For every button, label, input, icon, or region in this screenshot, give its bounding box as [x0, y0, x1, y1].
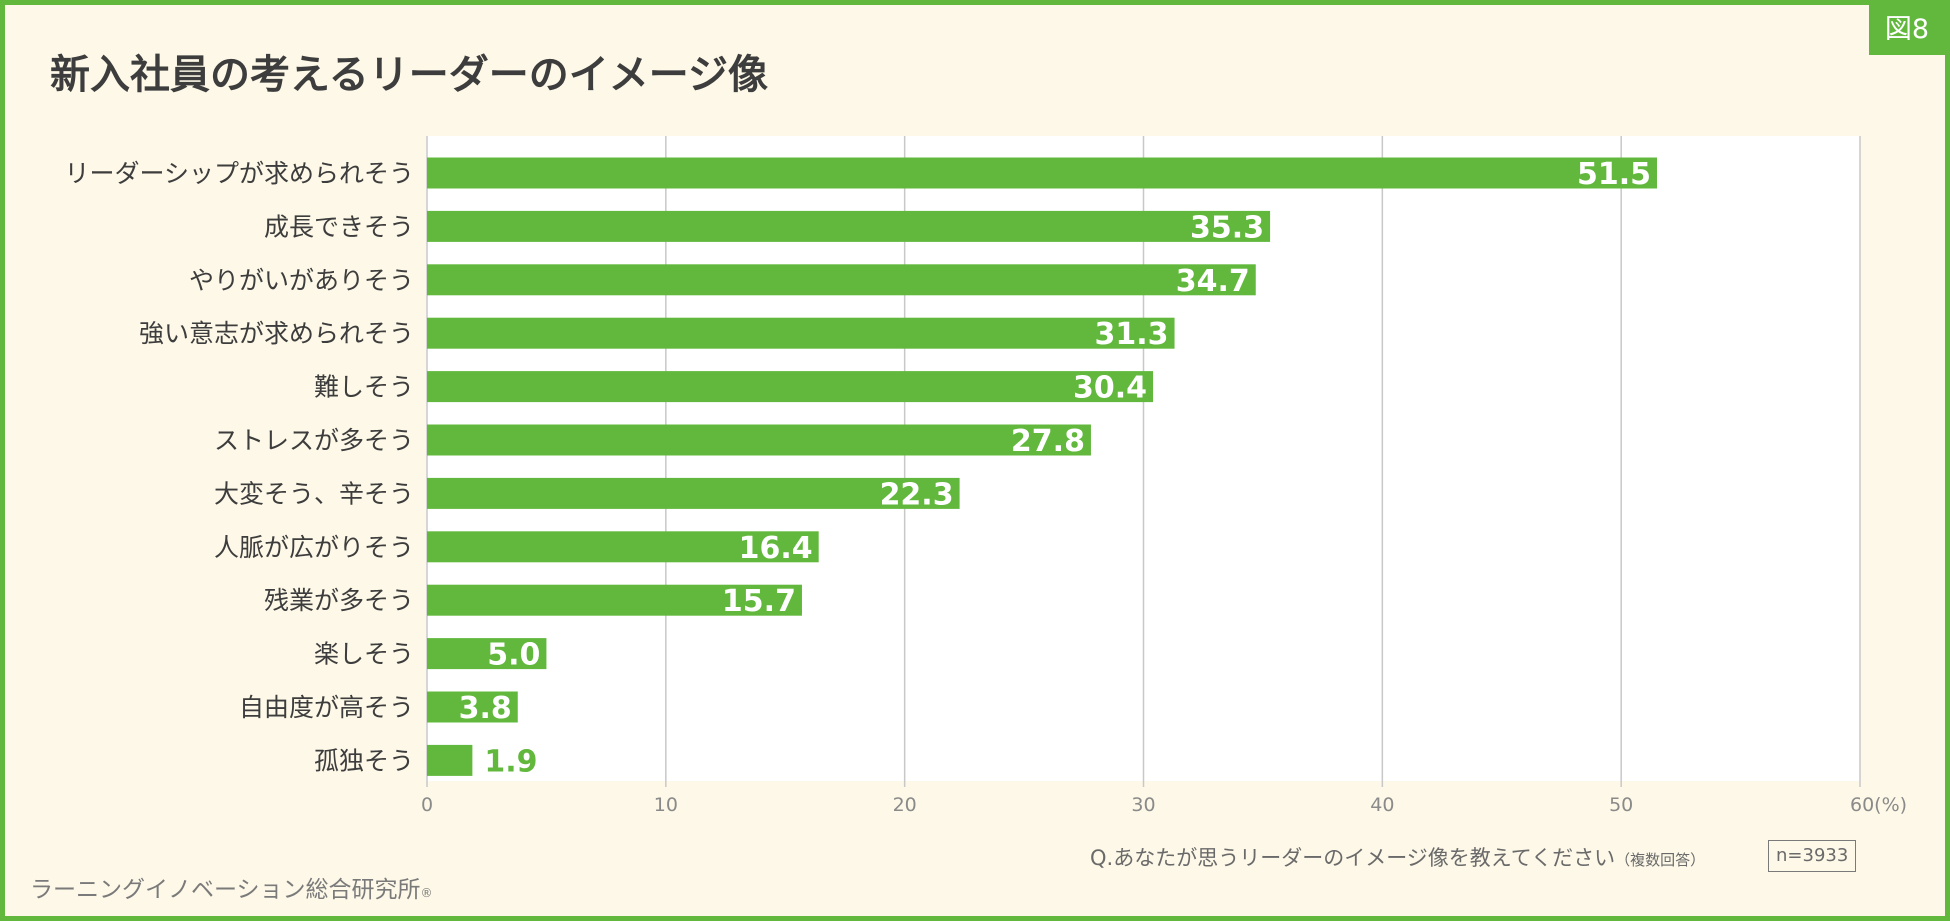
registered-mark: ® [420, 886, 433, 900]
category-label: リーダーシップが求められそう [64, 159, 414, 188]
x-tick-label: 10 [654, 794, 678, 816]
category-label: 楽しそう [314, 640, 414, 669]
category-label: 大変そう、辛そう [214, 479, 414, 508]
x-tick-label: 30 [1131, 794, 1155, 816]
bar [427, 531, 819, 563]
value-label: 16.4 [739, 531, 813, 566]
survey-question-text: Q.あなたが思うリーダーのイメージ像を教えてください [1090, 846, 1616, 870]
category-label: 難しそう [314, 373, 414, 402]
value-label: 22.3 [880, 477, 954, 512]
bar [427, 584, 802, 616]
category-label: 孤独そう [314, 746, 414, 775]
x-tick-label: 20 [893, 794, 917, 816]
category-label: ストレスが多そう [214, 426, 414, 455]
value-label: 27.8 [1011, 424, 1085, 459]
x-tick-label: 50 [1609, 794, 1633, 816]
bar [427, 691, 518, 723]
category-label: 残業が多そう [264, 586, 414, 615]
source-credit-text: ラーニングイノベーション総合研究所 [30, 877, 421, 903]
category-label: やりがいがありそう [189, 266, 414, 295]
value-label: 51.5 [1577, 157, 1651, 192]
bar [427, 638, 547, 670]
bar [427, 210, 1271, 242]
x-tick-label: 60(%) [1850, 794, 1907, 816]
bar [427, 424, 1091, 456]
survey-question-note: （複数回答） [1615, 851, 1706, 869]
source-credit: ラーニングイノベーション総合研究所® [30, 870, 433, 904]
value-label: 3.8 [459, 691, 512, 726]
sample-size-box: n=3933 [1768, 840, 1857, 872]
bar [427, 744, 473, 776]
category-label: 自由度が高そう [239, 693, 414, 722]
survey-question: Q.あなたが思うリーダーのイメージ像を教えてください（複数回答） [1090, 842, 1705, 872]
bar [427, 264, 1256, 296]
value-label: 1.9 [484, 744, 537, 779]
category-label: 成長できそう [264, 212, 414, 241]
value-label: 15.7 [722, 584, 796, 619]
x-tick-label: 0 [421, 794, 433, 816]
bar [427, 371, 1154, 403]
value-label: 35.3 [1190, 210, 1264, 245]
bar [427, 317, 1175, 349]
value-label: 31.3 [1095, 317, 1169, 352]
bar [427, 157, 1657, 189]
x-tick-label: 40 [1370, 794, 1394, 816]
value-label: 34.7 [1176, 264, 1250, 299]
category-label: 強い意志が求められそう [139, 319, 414, 348]
figure-number-badge: 図8 [1869, 5, 1945, 55]
value-label: 30.4 [1073, 371, 1147, 406]
bar [427, 477, 960, 509]
value-label: 5.0 [487, 638, 540, 673]
category-label: 人脈が広がりそう [214, 533, 414, 562]
chart-title: 新入社員の考えるリーダーのイメージ像 [50, 52, 768, 98]
